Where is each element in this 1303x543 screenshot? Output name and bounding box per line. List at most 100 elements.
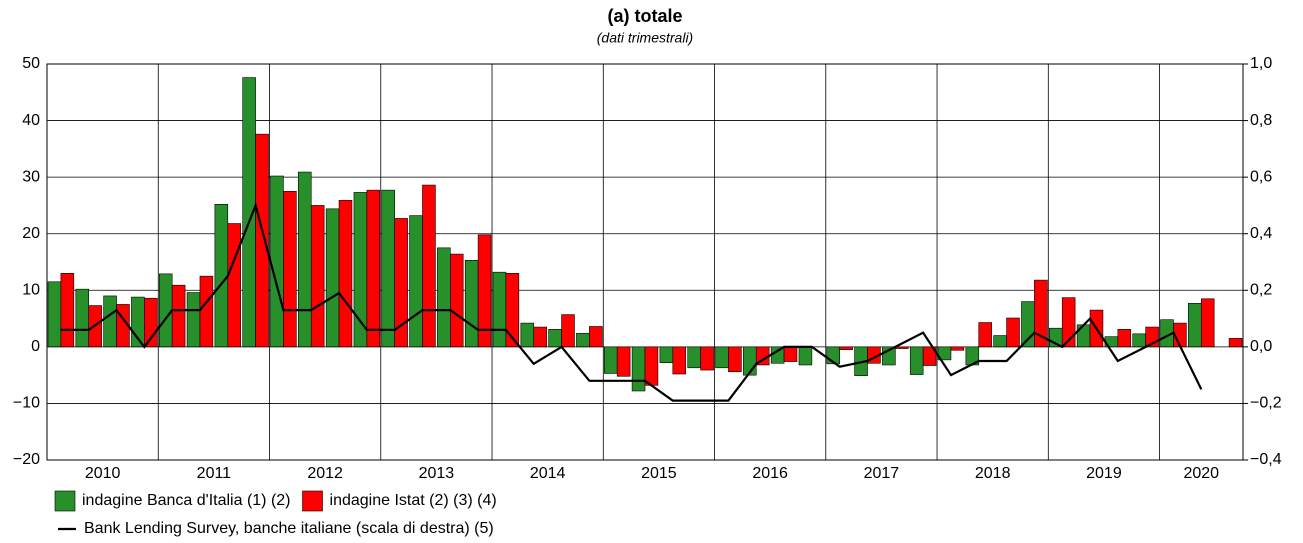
bar (798, 346, 813, 366)
bar (922, 346, 937, 366)
bar (1117, 329, 1132, 348)
bar (1132, 333, 1146, 348)
legend-swatch (54, 490, 76, 512)
x-tick-label: 2011 (197, 465, 232, 482)
bar (171, 284, 186, 348)
bar (270, 175, 284, 348)
bar (909, 346, 924, 375)
x-tick-label: 2013 (419, 465, 455, 482)
bar (520, 322, 535, 348)
bar (616, 346, 631, 377)
y2-tick-label: 0,0 (1250, 338, 1272, 355)
bar (505, 273, 520, 348)
bar (75, 288, 90, 348)
bar (255, 133, 269, 348)
bar (687, 346, 701, 369)
bar (783, 346, 798, 362)
bar (1200, 298, 1215, 348)
bar (700, 346, 714, 371)
bar (644, 346, 659, 386)
bar (227, 223, 241, 348)
legend-label: indagine Istat (2) (3) (4) (330, 492, 497, 509)
bar (1188, 302, 1202, 348)
bar (993, 335, 1007, 348)
bar (533, 326, 547, 348)
bar (450, 253, 464, 348)
x-tick-label: 2018 (975, 465, 1011, 482)
bar (437, 247, 451, 348)
bar (381, 189, 395, 348)
bar (298, 171, 312, 348)
x-tick-label: 2017 (864, 465, 900, 482)
bar (937, 346, 952, 361)
y-tick-label: 40 (22, 112, 40, 129)
y2-tick-label: 0,2 (1250, 282, 1272, 299)
y-tick-label: 30 (22, 168, 40, 185)
bar (839, 346, 853, 350)
legend-label: Bank Lending Survey, banche italiane (sc… (84, 520, 494, 537)
bar (199, 275, 214, 348)
bar (103, 295, 117, 348)
legend-swatch (302, 490, 323, 512)
y2-tick-label: 0,6 (1250, 168, 1272, 185)
bar (310, 205, 325, 348)
bar (60, 273, 75, 348)
y2-tick-label: 0,8 (1250, 112, 1272, 129)
y2-tick-label: 0,4 (1250, 225, 1272, 242)
bar (561, 314, 575, 348)
plot-frame (46, 63, 1244, 461)
y-tick-label: −20 (13, 451, 40, 468)
bar (186, 292, 201, 348)
legend-label: indagine Banca d'Italia (1) (2) (82, 492, 291, 509)
y2-tick-label: −0,4 (1250, 451, 1282, 468)
bar (548, 329, 562, 348)
x-tick-label: 2012 (307, 465, 343, 482)
y2-tick-label: 1,0 (1250, 55, 1272, 72)
bar (409, 215, 423, 348)
x-tick-label: 2015 (641, 465, 677, 482)
bar (366, 189, 381, 348)
y-tick-label: 50 (22, 55, 40, 72)
bar (589, 326, 603, 348)
bar (1228, 338, 1243, 348)
x-tick-label: 2010 (85, 465, 121, 482)
chart-title: (a) totale (607, 6, 682, 26)
x-tick-label: 2016 (752, 465, 788, 482)
y-tick-label: 20 (22, 225, 40, 242)
bar (715, 346, 729, 369)
bar (978, 322, 992, 348)
bar (728, 346, 742, 373)
bar (631, 346, 646, 392)
bar (659, 346, 674, 363)
y-tick-label: 10 (22, 282, 40, 299)
bar (1061, 297, 1076, 348)
bar (1006, 317, 1020, 348)
x-tick-label: 2014 (530, 465, 566, 482)
bar (325, 208, 340, 348)
bar (214, 203, 229, 348)
bar (603, 346, 618, 374)
bar (353, 192, 368, 348)
x-tick-label: 2020 (1183, 465, 1219, 482)
bar (576, 332, 590, 348)
bar (47, 281, 62, 348)
line-series (60, 201, 1203, 402)
bar (464, 260, 479, 348)
bar (1034, 279, 1048, 348)
y-tick-label: −10 (13, 395, 40, 412)
bar (672, 346, 687, 375)
bar (477, 234, 492, 348)
bar (158, 273, 173, 348)
y2-tick-label: −0,2 (1250, 395, 1282, 412)
chart-subtitle: (dati trimestrali) (597, 30, 693, 46)
bar (492, 271, 507, 348)
x-tick-label: 2019 (1086, 465, 1122, 482)
bar (1076, 324, 1091, 348)
bar (283, 190, 297, 348)
y-tick-label: 0 (31, 338, 40, 355)
bar (338, 200, 353, 348)
bar (950, 346, 965, 351)
bar (422, 184, 436, 348)
bar (394, 218, 408, 348)
